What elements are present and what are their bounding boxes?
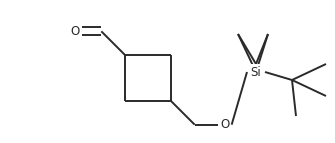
Text: O: O xyxy=(71,25,80,38)
Text: O: O xyxy=(220,118,229,131)
Text: Si: Si xyxy=(251,65,261,79)
